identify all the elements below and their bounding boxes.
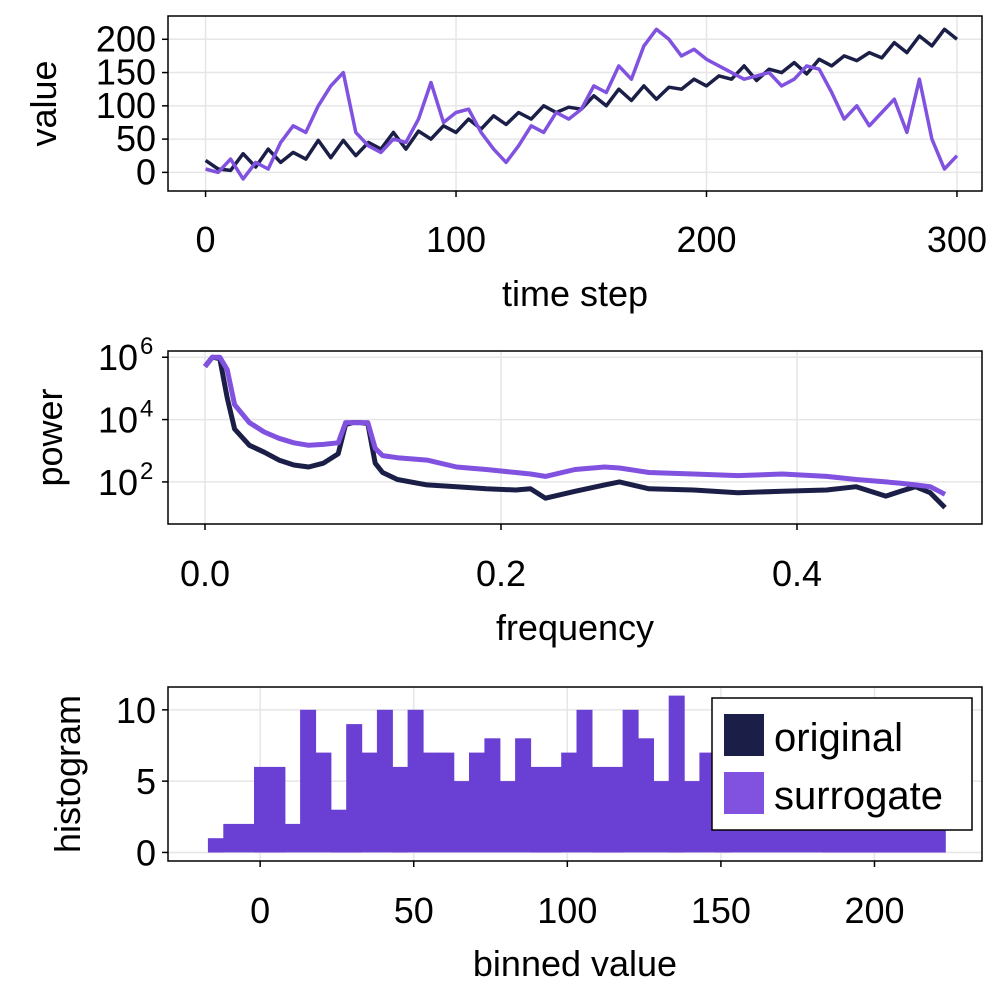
histogram-bar (499, 781, 516, 853)
histogram-bar (591, 766, 608, 853)
timeseries-xtick-label: 300 (927, 219, 987, 260)
histogram-bar (269, 766, 286, 853)
power-line-surrogate (203, 354, 947, 497)
timeseries-ytick-label: 50 (116, 118, 156, 159)
timeseries-xtick-label: 200 (676, 219, 736, 260)
histogram-bar (684, 781, 700, 853)
timeseries-xtick-label: 0 (196, 219, 216, 260)
histogram-xlabel: binned value (473, 943, 677, 984)
histogram-ylabel: histogram (47, 695, 88, 853)
histogram-bar (576, 709, 593, 853)
histogram-ytick-label: 0 (136, 832, 156, 873)
histogram-bar (223, 823, 240, 853)
histogram-bar (561, 752, 578, 853)
timeseries-line-original (204, 27, 959, 173)
legend-label-original: original (774, 716, 903, 760)
histogram-bar (607, 766, 624, 853)
histogram-bar (346, 724, 363, 853)
histogram-bar (376, 709, 393, 853)
legend-label-surrogate: surrogate (774, 774, 943, 818)
timeseries-ytick-label: 150 (96, 52, 156, 93)
histogram-ticks: 0 50 100 150 200 0 5 10 (116, 690, 905, 931)
power-ytick-base: 10 (98, 462, 138, 503)
power-ytick-base: 10 (98, 400, 138, 441)
histogram-bar (668, 695, 685, 853)
timeseries-grid (168, 16, 982, 191)
power-ytick-exponent: 2 (140, 458, 153, 485)
histogram-bar (453, 781, 470, 853)
histogram-bar (545, 766, 562, 853)
histogram-bar (484, 738, 501, 853)
timeseries-line-surrogate (205, 27, 959, 181)
power-xtick-label: 0.4 (772, 553, 822, 594)
histogram-bar (515, 738, 532, 853)
histogram-bar (622, 709, 639, 853)
histogram-bar (254, 766, 270, 853)
histogram-ytick-label: 10 (116, 690, 156, 731)
power-grid (168, 351, 982, 524)
timeseries-xtick-label: 100 (426, 219, 486, 260)
timeseries-series (204, 27, 959, 181)
histogram-xtick-label: 0 (250, 890, 270, 931)
power-line-original (203, 354, 947, 510)
histogram-bar (638, 738, 654, 853)
histogram-bar (361, 752, 378, 853)
power-ylabel: power (29, 388, 70, 486)
histogram-bar (315, 752, 332, 853)
histogram-bar (530, 766, 547, 853)
histogram-bar (469, 752, 485, 853)
histogram-xtick-label: 100 (537, 890, 597, 931)
power-xlabel: frequency (496, 607, 654, 648)
legend: original surrogate (711, 697, 973, 831)
histogram-ytick-label: 5 (136, 761, 156, 802)
legend-swatch-original (724, 714, 764, 756)
histogram-xtick-label: 50 (394, 890, 434, 931)
timeseries-ytick-label: 200 (96, 18, 156, 59)
histogram-bar (207, 838, 224, 853)
timeseries-ytick-label: 100 (96, 85, 156, 126)
histogram-bar (423, 752, 439, 853)
histogram-xtick-label: 200 (844, 890, 904, 931)
timeseries-frame (167, 15, 983, 192)
histogram-bar (407, 709, 424, 853)
timeseries-ylabel: value (23, 60, 64, 146)
power-series (203, 354, 947, 510)
histogram-bar (284, 823, 301, 853)
timeseries-xlabel: time step (502, 273, 648, 314)
power-xtick-label: 0.2 (476, 553, 526, 594)
legend-swatch-surrogate (724, 772, 764, 814)
power-ytick-exponent: 4 (140, 396, 153, 423)
histogram-bar (238, 823, 255, 853)
power-xtick-label: 0.0 (180, 553, 230, 594)
histogram-xtick-label: 150 (691, 890, 751, 931)
power-ytick-base: 10 (98, 337, 138, 378)
power-ytick-exponent: 6 (140, 333, 153, 360)
histogram-bar (392, 766, 409, 853)
power-frame (167, 350, 983, 525)
timeseries-ytick-label: 0 (136, 151, 156, 192)
histogram-bar (300, 709, 317, 853)
histogram-bar (330, 809, 347, 853)
histogram-bar (653, 781, 670, 853)
histogram-bar (438, 752, 455, 853)
histogram-frame (167, 686, 983, 862)
